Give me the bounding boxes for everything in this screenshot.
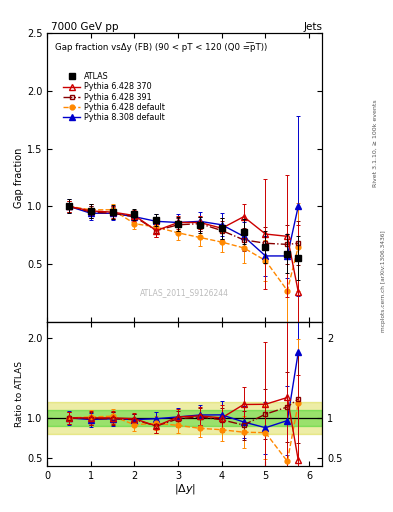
- Pythia 6.428 370: [219, 225, 224, 231]
- Pythia 6.428 391: [198, 221, 202, 227]
- Bar: [47, 410, 322, 426]
- Pythia 6.428 default: [241, 245, 246, 251]
- ATLAS: [154, 217, 159, 223]
- ATLAS: [88, 208, 93, 214]
- Pythia 8.308 default: [198, 218, 202, 224]
- Pythia 6.428 370: [132, 212, 137, 219]
- Pythia 6.428 370: [263, 231, 268, 237]
- Line: Pythia 6.428 391: Pythia 6.428 391: [66, 204, 301, 247]
- ATLAS: [219, 225, 224, 231]
- Pythia 8.308 default: [88, 210, 93, 217]
- Pythia 6.428 391: [67, 203, 72, 209]
- Pythia 6.428 370: [296, 289, 301, 295]
- Pythia 8.308 default: [67, 203, 72, 209]
- Pythia 6.428 default: [154, 224, 159, 230]
- Pythia 8.308 default: [132, 214, 137, 220]
- Pythia 8.308 default: [219, 222, 224, 228]
- X-axis label: $|\Delta y|$: $|\Delta y|$: [174, 482, 196, 496]
- Pythia 6.428 391: [132, 214, 137, 220]
- Text: mcplots.cern.ch [arXiv:1306.3436]: mcplots.cern.ch [arXiv:1306.3436]: [381, 231, 386, 332]
- ATLAS: [296, 255, 301, 261]
- Text: Jets: Jets: [303, 22, 322, 32]
- Pythia 6.428 391: [110, 210, 115, 217]
- ATLAS: [176, 221, 180, 227]
- Line: Pythia 6.428 default: Pythia 6.428 default: [66, 204, 301, 293]
- Pythia 8.308 default: [263, 253, 268, 259]
- ATLAS: [110, 209, 115, 215]
- Pythia 6.428 391: [263, 240, 268, 246]
- Pythia 6.428 391: [285, 241, 290, 247]
- Pythia 8.308 default: [176, 220, 180, 226]
- Line: Pythia 8.308 default: Pythia 8.308 default: [66, 204, 301, 259]
- Pythia 6.428 default: [296, 244, 301, 250]
- Pythia 8.308 default: [154, 218, 159, 224]
- Pythia 6.428 370: [67, 203, 72, 209]
- Pythia 6.428 391: [176, 222, 180, 228]
- Pythia 6.428 default: [198, 234, 202, 241]
- Text: ATLAS_2011_S9126244: ATLAS_2011_S9126244: [140, 288, 229, 297]
- ATLAS: [198, 222, 202, 228]
- Pythia 6.428 370: [154, 227, 159, 233]
- ATLAS: [132, 211, 137, 218]
- Pythia 6.428 391: [296, 240, 301, 246]
- ATLAS: [241, 229, 246, 235]
- Pythia 6.428 default: [67, 203, 72, 209]
- Y-axis label: Gap fraction: Gap fraction: [14, 147, 24, 208]
- Pythia 8.308 default: [285, 253, 290, 259]
- Pythia 6.428 default: [285, 287, 290, 293]
- Pythia 6.428 370: [285, 233, 290, 240]
- Text: Rivet 3.1.10, ≥ 100k events: Rivet 3.1.10, ≥ 100k events: [373, 99, 378, 187]
- ATLAS: [67, 203, 72, 209]
- Pythia 6.428 default: [110, 207, 115, 213]
- Pythia 6.428 default: [263, 258, 268, 264]
- Pythia 6.428 370: [110, 209, 115, 215]
- Legend: ATLAS, Pythia 6.428 370, Pythia 6.428 391, Pythia 6.428 default, Pythia 8.308 de: ATLAS, Pythia 6.428 370, Pythia 6.428 39…: [59, 69, 169, 125]
- Text: Gap fraction vsΔy (FB) (90 < pT < 120 (Q0 =͞pT)): Gap fraction vsΔy (FB) (90 < pT < 120 (Q…: [55, 42, 268, 52]
- Pythia 6.428 391: [219, 227, 224, 233]
- Pythia 8.308 default: [296, 203, 301, 209]
- Pythia 6.428 370: [176, 220, 180, 226]
- Line: ATLAS: ATLAS: [66, 204, 301, 261]
- Pythia 6.428 default: [176, 230, 180, 236]
- Text: 7000 GeV pp: 7000 GeV pp: [51, 22, 119, 32]
- Pythia 8.308 default: [110, 210, 115, 217]
- Pythia 6.428 370: [198, 220, 202, 226]
- Pythia 6.428 370: [241, 214, 246, 220]
- Y-axis label: Ratio to ATLAS: Ratio to ATLAS: [15, 361, 24, 427]
- Bar: [47, 402, 322, 434]
- Pythia 8.308 default: [241, 233, 246, 240]
- Pythia 6.428 default: [88, 207, 93, 213]
- ATLAS: [263, 244, 268, 250]
- Pythia 6.428 391: [88, 209, 93, 215]
- Pythia 6.428 default: [132, 221, 137, 227]
- ATLAS: [285, 250, 290, 257]
- Pythia 6.428 391: [154, 227, 159, 233]
- Pythia 6.428 370: [88, 208, 93, 214]
- Line: Pythia 6.428 370: Pythia 6.428 370: [66, 204, 301, 294]
- Pythia 6.428 391: [241, 237, 246, 243]
- Pythia 6.428 default: [219, 239, 224, 245]
